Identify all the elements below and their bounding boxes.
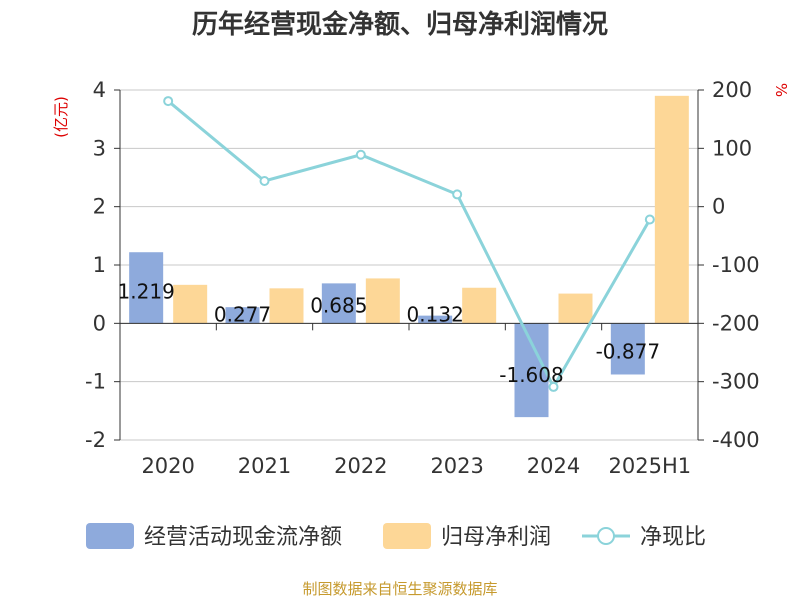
bar	[462, 287, 497, 324]
legend-label-ratio: 净现比	[640, 525, 706, 550]
right-tick-label: -100	[712, 253, 760, 277]
ratio-line	[163, 96, 655, 392]
bar	[365, 278, 400, 324]
bar	[225, 307, 260, 324]
category-label: 2025H1	[609, 454, 692, 478]
ratio-polyline	[167, 99, 652, 391]
category-label: 2023	[430, 454, 483, 478]
legend-swatch-cashflow	[86, 523, 134, 549]
bars	[129, 95, 689, 418]
ratio-point	[644, 214, 655, 225]
left-tick-label: 1	[93, 253, 106, 277]
left-tick-label: -2	[85, 428, 106, 452]
axes: 4 3 2 1 0 -1 -2 200 100 0 -100 -200 -300 -400 2020 2021…	[85, 78, 760, 478]
legend-marker-ratio	[597, 527, 615, 545]
data-label: 0.685	[310, 293, 367, 317]
legend: 经营活动现金流净额 归母净利润 净现比	[86, 523, 706, 550]
left-tick-label: 0	[93, 311, 106, 335]
category-label: 2020	[141, 454, 194, 478]
ratio-point	[548, 381, 559, 392]
bar	[418, 315, 453, 324]
right-axis-unit: %	[772, 83, 790, 97]
data-label: 0.132	[407, 302, 464, 326]
ratio-point	[355, 149, 366, 160]
bar	[558, 293, 593, 324]
category-label: 2024	[527, 454, 580, 478]
legend-swatch-profit	[383, 523, 431, 549]
ratio-point	[259, 176, 270, 186]
right-tick-label: -200	[712, 311, 760, 335]
right-tick-label: 200	[712, 78, 752, 102]
data-label: -0.877	[596, 339, 660, 363]
bar	[610, 323, 645, 375]
grid-lines	[120, 89, 698, 441]
legend-label-cashflow: 经营活动现金流净额	[144, 525, 342, 550]
data-label: -1.608	[499, 363, 563, 387]
data-labels: 1.219 0.277 0.685 0.132 -1.608 -0.877	[118, 279, 661, 387]
data-label: 1.219	[118, 279, 175, 303]
left-tick-label: 3	[93, 136, 106, 160]
legend-label-profit: 归母净利润	[441, 525, 551, 550]
bar	[654, 95, 689, 324]
bar	[269, 288, 304, 324]
source-note: 制图数据来自恒生聚源数据库	[302, 580, 497, 598]
bar	[173, 284, 208, 324]
left-axis-unit: (亿元)	[52, 96, 70, 138]
left-tick-label: 2	[93, 195, 106, 219]
left-tick-label: -1	[85, 370, 106, 394]
right-tick-label: 0	[712, 195, 725, 219]
bar	[514, 323, 549, 418]
bar	[129, 252, 164, 324]
right-tick-label: -300	[712, 370, 760, 394]
bar	[321, 283, 356, 324]
ratio-point	[452, 189, 463, 200]
category-label: 2021	[238, 454, 291, 478]
category-label: 2022	[334, 454, 387, 478]
left-tick-label: 4	[93, 78, 106, 102]
ratio-point	[163, 96, 174, 107]
chart-title: 历年经营现金净额、归母净利润情况	[192, 9, 608, 40]
right-tick-label: 100	[712, 136, 752, 160]
data-label: 0.277	[214, 302, 271, 326]
right-tick-label: -400	[712, 428, 760, 452]
